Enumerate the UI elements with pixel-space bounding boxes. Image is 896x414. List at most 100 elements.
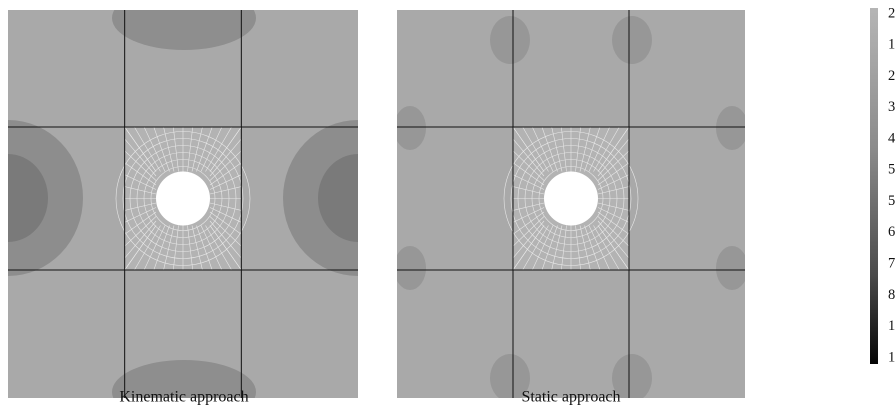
- mesh-line: [209, 150, 242, 181]
- mesh-line: [209, 162, 242, 186]
- mesh-ring: [524, 152, 618, 245]
- mesh-line: [205, 126, 232, 172]
- mesh-line: [124, 220, 157, 259]
- mesh-line: [597, 216, 630, 247]
- mesh-line: [209, 186, 242, 195]
- mesh-line: [541, 225, 558, 271]
- mesh-line: [153, 225, 170, 271]
- mesh-ring: [531, 159, 611, 238]
- mesh-line: [134, 225, 161, 271]
- mesh-line: [597, 174, 630, 190]
- mesh-line: [593, 225, 620, 271]
- mesh-line: [593, 126, 620, 172]
- colorbar-label: 1.01E−02: [888, 318, 896, 334]
- mesh-line: [124, 174, 157, 190]
- mesh-line: [209, 216, 242, 247]
- mesh-line: [597, 150, 630, 181]
- colorbar-label: 1.68E−03: [888, 37, 896, 53]
- mesh-line: [597, 220, 630, 259]
- mesh-line: [512, 207, 545, 223]
- mesh-line: [209, 138, 242, 177]
- colorbar-label: 3.35E−03: [888, 99, 896, 115]
- colorbar-label: 4.19E−03: [888, 130, 896, 146]
- hole: [156, 171, 210, 226]
- mesh-line: [191, 225, 203, 271]
- mesh-line: [597, 225, 630, 271]
- mesh-line: [200, 225, 223, 271]
- mesh-line: [512, 211, 545, 235]
- mesh-ring: [517, 145, 625, 252]
- mesh-line: [209, 225, 242, 271]
- mesh-line: [124, 207, 157, 223]
- mesh-line: [551, 126, 563, 172]
- mesh-line: [124, 150, 157, 181]
- mesh-ring: [150, 166, 216, 231]
- mesh-line: [579, 126, 591, 172]
- mesh-line: [209, 202, 242, 211]
- mesh-line: [209, 220, 242, 259]
- mesh-line: [541, 126, 558, 172]
- mesh-ring: [115, 131, 251, 266]
- mesh-line: [597, 162, 630, 186]
- mesh-line: [512, 162, 545, 186]
- mesh-line: [512, 150, 545, 181]
- mesh-line: [597, 138, 630, 177]
- mesh-line: [143, 126, 166, 172]
- mesh-line: [551, 225, 563, 271]
- mesh-line: [512, 225, 545, 271]
- mesh-line: [191, 126, 203, 172]
- colorbar-label: 5.03E−03: [888, 162, 896, 178]
- mesh-ring: [122, 138, 244, 259]
- mesh-ring: [136, 152, 230, 245]
- mesh-line: [124, 211, 157, 235]
- mesh-line: [172, 225, 179, 271]
- mesh-line: [588, 126, 610, 172]
- caption: Static approach: [521, 389, 620, 406]
- mesh-line: [532, 225, 554, 271]
- mesh-line: [584, 126, 601, 172]
- mesh-line: [209, 126, 242, 172]
- mesh-line: [187, 126, 194, 172]
- mesh-line: [512, 174, 545, 190]
- mesh-line: [124, 138, 157, 177]
- colorbar-label: 5.86E−03: [888, 193, 896, 209]
- mesh-line: [209, 207, 242, 223]
- mesh-line: [575, 126, 581, 172]
- mesh-line: [597, 202, 630, 211]
- mesh-line: [200, 126, 223, 172]
- mesh-line: [124, 202, 157, 211]
- mesh-line: [597, 186, 630, 195]
- mesh-line: [163, 126, 175, 172]
- mesh-line: [522, 225, 549, 271]
- colorbar-label: 1.09E−02: [888, 349, 896, 365]
- mesh-line: [597, 211, 630, 235]
- mesh-line: [512, 138, 545, 177]
- mesh-line: [512, 220, 545, 259]
- colorbar-label: 8.38E−03: [888, 287, 896, 303]
- mesh-line: [124, 162, 157, 186]
- colorbar-label: 7.54E−03: [888, 256, 896, 272]
- mesh-line: [561, 126, 567, 172]
- mesh-ring: [143, 159, 223, 238]
- mesh-line: [512, 216, 545, 247]
- colorbar-label: 2.51E−03: [888, 68, 896, 84]
- mesh-line: [196, 126, 213, 172]
- mesh-line: [196, 225, 213, 271]
- mesh-line: [512, 186, 545, 195]
- mesh-line: [579, 225, 591, 271]
- mesh-line: [512, 126, 545, 172]
- mesh-line: [124, 216, 157, 247]
- mesh-line: [561, 225, 567, 271]
- mesh-line: [163, 225, 175, 271]
- mesh-line: [512, 202, 545, 211]
- colorbar-label: 2.29E−08: [888, 5, 896, 21]
- mesh-line: [124, 225, 157, 271]
- mesh-line: [134, 126, 161, 172]
- mesh-line: [205, 225, 232, 271]
- colorbar: 2.29E−08 1.68E−03 2.51E−03 3.35E−03 4.19E−03…: [870, 5, 896, 365]
- mesh-line: [522, 126, 549, 172]
- colorbar-label: 6.70E−03: [888, 224, 896, 240]
- mesh-line: [209, 211, 242, 235]
- mesh-line: [143, 225, 166, 271]
- mesh-line: [584, 225, 601, 271]
